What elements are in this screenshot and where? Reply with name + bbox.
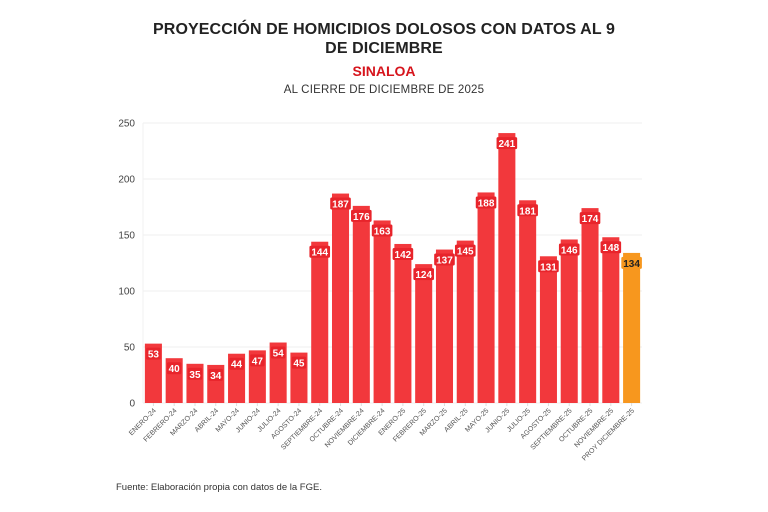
bar	[560, 239, 578, 403]
value-label-bg	[371, 224, 393, 237]
source-note: Fuente: Elaboración propia con datos de …	[116, 482, 322, 493]
value-label-bg	[309, 245, 331, 258]
bar	[498, 133, 516, 403]
value-label-bg	[166, 362, 182, 375]
bar	[415, 264, 433, 403]
value-label-bg	[250, 354, 265, 367]
value-label: 176	[353, 212, 370, 223]
bar	[539, 256, 557, 403]
x-tick-label: DICIEMBRE-24	[347, 407, 387, 447]
bar	[477, 192, 495, 403]
value-label: 187	[332, 200, 349, 211]
y-tick-label: 50	[124, 343, 136, 354]
gridlines	[142, 122, 642, 404]
value-label-bg	[496, 137, 518, 150]
value-label: 144	[311, 248, 328, 259]
value-label-bg	[291, 356, 307, 369]
bar	[456, 240, 474, 403]
y-axis: 0 50 100 150 200 250	[118, 119, 135, 410]
value-label: 45	[293, 359, 305, 370]
value-label-bg	[517, 204, 538, 217]
y-tick-label: 250	[118, 119, 135, 130]
value-label: 40	[169, 364, 181, 375]
value-label-bg	[330, 197, 351, 210]
value-label: 53	[148, 350, 160, 361]
bar	[602, 237, 620, 403]
value-label: 34	[210, 371, 222, 382]
value-label: 134	[623, 259, 640, 270]
value-label: 188	[478, 198, 495, 209]
value-label: 241	[499, 139, 516, 150]
y-tick-label: 150	[118, 231, 135, 242]
value-label-bg	[351, 209, 372, 222]
bar	[435, 249, 454, 403]
y-tick-label: 100	[118, 287, 135, 298]
y-tick-label: 200	[118, 175, 135, 186]
value-label-bg	[475, 196, 497, 209]
value-label-bg	[538, 260, 559, 273]
value-label-bg	[392, 247, 414, 260]
y-tick-label: 0	[129, 399, 135, 410]
value-label: 148	[602, 243, 619, 254]
value-label-bg	[229, 357, 244, 370]
bar	[352, 205, 370, 403]
value-label: 163	[374, 226, 391, 237]
bars	[144, 133, 641, 403]
bar	[581, 208, 599, 403]
bar	[331, 193, 350, 403]
value-label-bg	[558, 243, 580, 256]
value-label-bg	[579, 212, 601, 225]
value-label-bg	[187, 367, 203, 380]
value-label-bg	[413, 268, 434, 281]
value-label-bg	[621, 256, 642, 269]
value-label: 181	[519, 206, 536, 217]
bar	[519, 200, 537, 403]
chart-title: PROYECCIÓN DE HOMICIDIOS DOLOSOS CON DAT…	[153, 21, 615, 57]
bar	[373, 220, 391, 403]
value-label: 131	[540, 262, 557, 273]
value-label: 35	[189, 370, 201, 381]
value-label: 137	[436, 256, 453, 267]
value-label: 145	[457, 247, 474, 258]
value-label-bg	[434, 253, 455, 266]
value-label: 124	[415, 270, 432, 281]
value-label: 146	[561, 245, 578, 256]
value-label-bg	[146, 347, 161, 360]
chart-subtitle: SINALOA	[352, 63, 416, 79]
value-label: 142	[395, 250, 412, 261]
value-label: 47	[252, 356, 264, 367]
value-label: 174	[582, 214, 599, 225]
x-axis: ENERO-24FEBRERO-24MARZO-24ABRIL-24MAYO-2…	[128, 403, 636, 462]
bar	[394, 243, 412, 403]
value-label: 54	[273, 349, 285, 360]
bar-projection	[623, 252, 641, 403]
value-label-bg	[600, 241, 622, 254]
value-label: 44	[231, 360, 243, 371]
chart-period: AL CIERRE DE DICIEMBRE DE 2025	[283, 84, 485, 96]
value-label-bg	[270, 346, 286, 359]
value-label-bg	[454, 244, 476, 257]
value-label-bg	[208, 368, 223, 381]
bar	[311, 241, 329, 403]
